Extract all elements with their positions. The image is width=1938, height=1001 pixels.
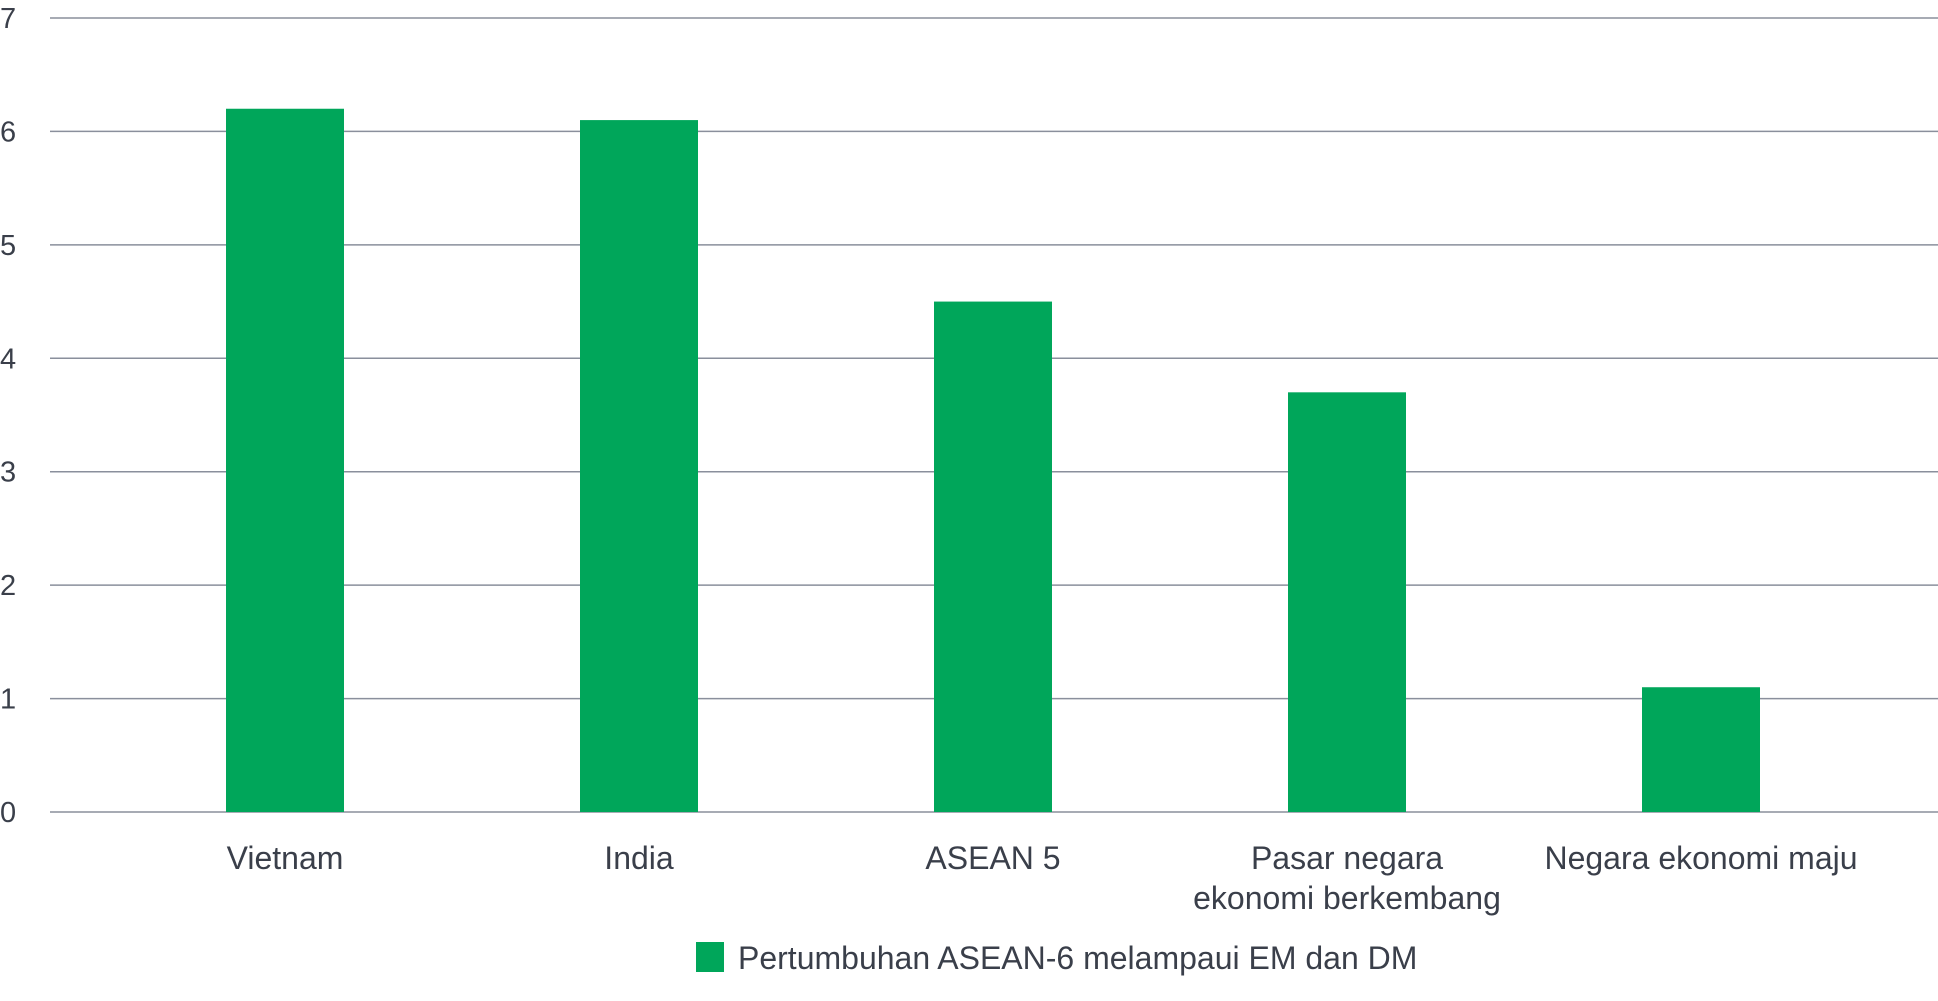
legend-swatch	[696, 942, 724, 972]
x-category-label: ASEAN 5	[925, 840, 1060, 876]
x-axis-category-labels: Vietnam India ASEAN 5 Pasar negara ekonomi b…	[227, 840, 1858, 916]
y-axis-tick-labels: 0 1 2 3 4 5 6 7	[0, 3, 16, 829]
legend-label: Pertumbuhan ASEAN-6 melampaui EM dan DM	[738, 940, 1417, 976]
y-tick-label: 3	[0, 457, 16, 489]
y-tick-label: 2	[0, 570, 16, 602]
bar	[1642, 687, 1760, 812]
legend: Pertumbuhan ASEAN-6 melampaui EM dan DM	[696, 940, 1417, 976]
bar	[934, 301, 1052, 812]
bar	[226, 108, 344, 812]
y-tick-label: 4	[0, 343, 16, 375]
y-tick-label: 5	[0, 230, 16, 262]
y-tick-label: 0	[0, 797, 16, 829]
x-category-label: Negara ekonomi maju	[1544, 840, 1857, 876]
bar	[580, 120, 698, 813]
y-tick-label: 7	[0, 3, 16, 35]
x-category-label: India	[604, 840, 674, 876]
x-category-label: Vietnam	[227, 840, 344, 876]
x-category-label: Pasar negara ekonomi berkembang	[1193, 840, 1501, 916]
bars	[226, 108, 1760, 813]
bar	[1288, 392, 1406, 812]
y-tick-label: 6	[0, 116, 16, 148]
y-tick-label: 1	[0, 684, 16, 716]
